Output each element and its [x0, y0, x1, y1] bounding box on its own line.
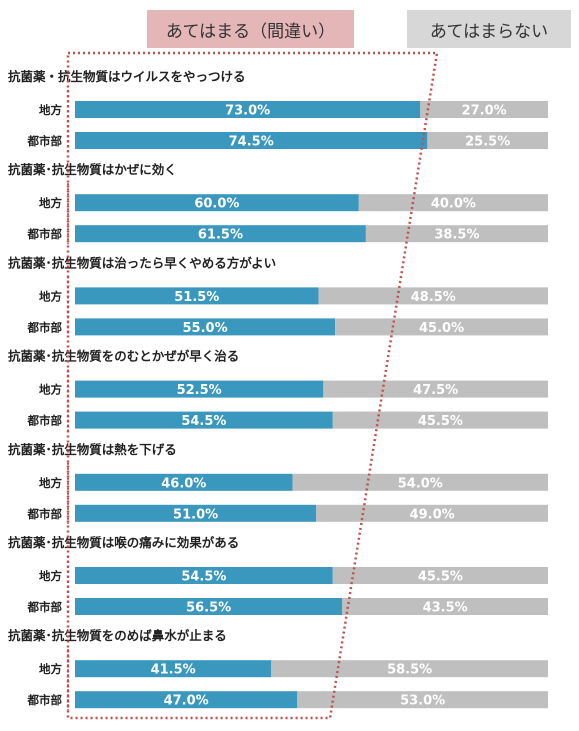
bar-no	[323, 380, 548, 398]
data-label-yes: 60.0%	[194, 197, 239, 212]
data-label-yes: 73.0%	[225, 104, 270, 119]
bar-no	[332, 411, 548, 429]
group-title: 抗菌薬･抗生物質をのめば鼻水が止まる	[8, 628, 227, 643]
row-label: 地方	[39, 476, 62, 490]
data-label-no: 45.5%	[418, 570, 463, 585]
row-label: 地方	[39, 383, 62, 397]
data-label-no: 58.5%	[387, 663, 432, 678]
data-label-yes: 56.5%	[186, 601, 231, 616]
group-title: 抗菌薬･抗生物質をのむとかぜが早く治る	[8, 349, 239, 364]
bar-yes	[75, 598, 343, 615]
data-label-yes: 51.5%	[174, 290, 219, 305]
data-label-yes: 74.5%	[229, 135, 274, 150]
bar-yes	[75, 101, 421, 118]
bar-yes	[75, 287, 319, 305]
bar-no	[342, 598, 548, 615]
bar-no	[335, 318, 548, 336]
bar-yes	[75, 691, 298, 709]
bar-no	[297, 691, 548, 709]
bar-yes	[75, 473, 293, 491]
bar-no	[292, 473, 548, 491]
data-label-yes: 55.0%	[183, 321, 228, 336]
data-label-no: 53.0%	[400, 694, 445, 709]
legend-item-no: あてはまらない	[407, 10, 571, 48]
bar-no	[318, 287, 548, 305]
legend-label-no: あてはまらない	[429, 21, 549, 42]
bar-no	[271, 660, 548, 678]
data-label-yes: 61.5%	[198, 228, 243, 243]
data-label-no: 45.0%	[419, 321, 464, 336]
row-label: 都市部	[27, 693, 63, 707]
legend-label-yes: あてはまる（間違い）	[165, 21, 336, 42]
data-label-no: 48.5%	[411, 290, 456, 305]
row-label: 地方	[39, 196, 62, 210]
data-label-no: 43.5%	[423, 601, 468, 616]
bar-yes	[75, 318, 336, 336]
row-label: 地方	[39, 289, 62, 303]
bar-yes	[75, 567, 333, 584]
bar-yes	[75, 411, 333, 429]
group-title: 抗菌薬･抗生物質は治ったら早くやめる方がよい	[8, 255, 276, 270]
group-title: 抗菌薬･抗生物質は喉の痛みに効果がある	[8, 535, 239, 550]
row-label: 都市部	[27, 320, 63, 334]
data-label-no: 54.0%	[398, 476, 443, 491]
bar-yes	[75, 660, 272, 678]
bar-yes	[75, 380, 324, 398]
group-title: 抗菌薬･抗生物質はかぜに効く	[8, 162, 177, 177]
data-label-yes: 51.0%	[173, 507, 218, 522]
row-label: 都市部	[27, 227, 63, 241]
data-label-yes: 54.5%	[181, 570, 226, 585]
bar-no	[420, 101, 548, 118]
bar-yes	[75, 504, 317, 522]
data-label-yes: 46.0%	[161, 476, 206, 491]
data-label-no: 25.5%	[465, 135, 510, 150]
highlight-outline	[66, 51, 439, 720]
bar-no	[365, 225, 548, 243]
data-label-no: 45.5%	[418, 414, 463, 429]
row-label: 都市部	[27, 600, 63, 614]
bar-no	[316, 504, 548, 522]
data-label-no: 47.5%	[413, 383, 458, 398]
data-label-no: 38.5%	[434, 228, 479, 243]
row-label: 地方	[39, 569, 62, 583]
row-label: 地方	[39, 103, 62, 117]
row-label: 都市部	[27, 414, 63, 428]
data-label-no: 27.0%	[462, 104, 507, 119]
data-label-no: 49.0%	[410, 507, 455, 522]
data-label-yes: 52.5%	[177, 383, 222, 398]
bar-yes	[75, 194, 359, 212]
bar-no	[358, 194, 548, 212]
bar-no	[332, 567, 548, 584]
bar-yes	[75, 132, 428, 149]
bar-yes	[75, 225, 366, 243]
bar-no	[427, 132, 548, 149]
group-title: 抗菌薬・抗生物質はウイルスをやっつける	[8, 69, 246, 84]
data-label-yes: 47.0%	[164, 694, 209, 709]
data-label-yes: 41.5%	[151, 663, 196, 678]
group-title: 抗菌薬･抗生物質は熱を下げる	[8, 442, 177, 457]
data-label-no: 40.0%	[431, 197, 476, 212]
row-label: 地方	[39, 662, 62, 676]
data-label-yes: 54.5%	[181, 414, 226, 429]
row-label: 都市部	[27, 134, 63, 148]
row-label: 都市部	[27, 507, 63, 521]
legend-item-yes: あてはまる（間違い）	[147, 10, 354, 48]
